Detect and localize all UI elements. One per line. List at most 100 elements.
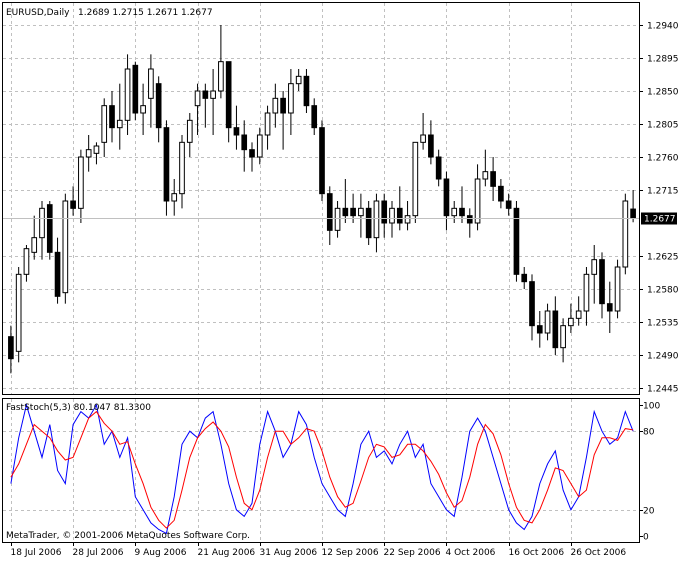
candle[interactable] <box>536 311 543 348</box>
candle[interactable] <box>272 83 279 128</box>
candle[interactable] <box>482 149 489 187</box>
price-candles[interactable] <box>8 25 636 374</box>
candle[interactable] <box>124 54 131 135</box>
candle[interactable] <box>280 91 286 150</box>
candle[interactable] <box>474 164 481 231</box>
candle[interactable] <box>319 120 325 201</box>
candle[interactable] <box>529 274 535 341</box>
candle[interactable] <box>256 127 263 165</box>
candle[interactable] <box>326 186 333 245</box>
candle[interactable] <box>443 171 450 231</box>
candle[interactable] <box>575 296 582 326</box>
bear-candle-body <box>428 134 434 158</box>
candle[interactable] <box>132 61 139 121</box>
candle[interactable] <box>179 135 185 209</box>
candle[interactable] <box>373 193 380 253</box>
candle[interactable] <box>451 201 458 223</box>
candle[interactable] <box>194 83 201 135</box>
bear-candle-body <box>303 75 310 107</box>
candle[interactable] <box>23 245 30 282</box>
candle[interactable] <box>70 186 76 216</box>
candle[interactable] <box>428 120 434 165</box>
candle[interactable] <box>420 113 426 150</box>
candle[interactable] <box>101 98 108 157</box>
candle[interactable] <box>218 25 224 99</box>
bear-candle-body <box>599 259 605 305</box>
indicator-lines[interactable] <box>10 403 634 535</box>
candle[interactable] <box>396 186 403 231</box>
candle[interactable] <box>54 237 61 304</box>
candle[interactable] <box>233 105 240 150</box>
price-pane-frame <box>2 2 640 395</box>
candle[interactable] <box>358 193 364 238</box>
candle[interactable] <box>459 186 465 223</box>
candle[interactable] <box>544 303 551 341</box>
candle[interactable] <box>606 281 613 333</box>
time-axis: 18 Jul 2006 28 Jul 2006 9 Aug 2006 21 Aug 2… <box>11 542 626 558</box>
candle[interactable] <box>513 201 520 282</box>
time-tick-label: 21 Aug 2006 <box>198 548 256 558</box>
candle[interactable] <box>249 142 255 172</box>
candle[interactable] <box>412 141 419 223</box>
candle[interactable] <box>39 201 45 260</box>
candle[interactable] <box>311 98 318 135</box>
time-tick-label: 28 Jul 2006 <box>73 548 124 558</box>
candle[interactable] <box>599 252 605 319</box>
candle[interactable] <box>435 149 442 187</box>
candle[interactable] <box>630 190 636 223</box>
candle[interactable] <box>334 201 341 238</box>
candle[interactable] <box>85 135 92 172</box>
candle[interactable] <box>521 267 528 289</box>
candle[interactable] <box>163 120 170 216</box>
candle[interactable] <box>148 54 154 128</box>
bear-candle-body <box>241 134 248 151</box>
candle[interactable] <box>78 149 84 223</box>
bear-candle-body <box>46 204 53 253</box>
candle[interactable] <box>46 201 53 260</box>
candle[interactable] <box>15 267 22 363</box>
candle[interactable] <box>31 215 38 260</box>
candle[interactable] <box>381 193 388 238</box>
bull-candle-body <box>389 207 395 224</box>
candle[interactable] <box>140 83 146 135</box>
candle[interactable] <box>303 69 310 113</box>
candle[interactable] <box>295 69 302 91</box>
candle[interactable] <box>614 259 621 319</box>
candle[interactable] <box>505 193 512 216</box>
candle[interactable] <box>591 245 598 304</box>
candle[interactable] <box>8 325 14 374</box>
candle[interactable] <box>202 83 209 128</box>
candle[interactable] <box>342 179 349 223</box>
candle[interactable] <box>288 69 294 135</box>
candle[interactable] <box>186 113 193 157</box>
candle[interactable] <box>404 201 411 231</box>
candle[interactable] <box>109 91 115 143</box>
candle[interactable] <box>568 303 574 333</box>
bear-candle-body <box>552 310 559 349</box>
candle[interactable] <box>62 193 69 304</box>
bull-candle-body <box>101 105 108 143</box>
candle[interactable] <box>116 83 123 150</box>
candle[interactable] <box>498 179 504 209</box>
candle[interactable] <box>490 157 496 201</box>
candle[interactable] <box>583 267 590 326</box>
candle[interactable] <box>171 179 178 216</box>
candle[interactable] <box>210 69 216 135</box>
candle[interactable] <box>552 296 559 355</box>
candle[interactable] <box>622 193 629 275</box>
candle[interactable] <box>225 61 232 143</box>
candle[interactable] <box>365 201 372 245</box>
price-tick-label: 1.2940 <box>647 22 679 32</box>
price-tick-label: 1.2580 <box>647 286 679 296</box>
candle[interactable] <box>389 201 395 238</box>
bull-candle-body <box>334 207 341 231</box>
bear-candle-body <box>8 336 14 360</box>
candle[interactable] <box>264 105 271 150</box>
candle[interactable] <box>466 208 473 238</box>
bull-candle-body <box>272 97 279 114</box>
candle[interactable] <box>155 76 162 143</box>
candle[interactable] <box>241 120 248 172</box>
candle[interactable] <box>93 142 100 165</box>
candle[interactable] <box>560 318 566 363</box>
bear-candle-body <box>521 273 528 283</box>
